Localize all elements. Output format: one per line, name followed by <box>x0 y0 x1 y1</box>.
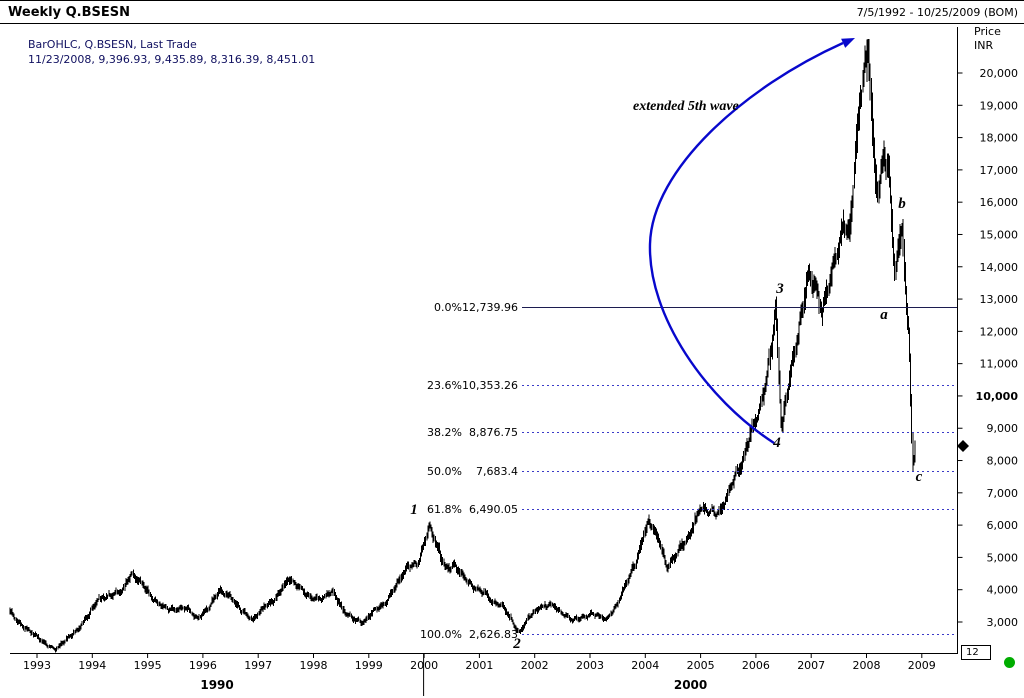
y-tick-label: 19,000 <box>980 99 1019 112</box>
wave-label-b: b <box>898 196 906 212</box>
y-axis-title-currency: INR <box>974 39 994 52</box>
fib-pct-label: 100.0% <box>420 628 462 641</box>
x-tick-label: 1999 <box>355 659 383 672</box>
x-tick-label: 2002 <box>521 659 549 672</box>
wave-arrow-head <box>841 38 855 48</box>
fib-price-label: 12,739.96 <box>462 301 518 314</box>
x-tick-label: 1996 <box>189 659 217 672</box>
window-title: Weekly Q.BSESN <box>8 5 130 20</box>
y-tick-label: 12,000 <box>980 325 1019 338</box>
y-tick-label: 18,000 <box>980 132 1019 145</box>
y-tick-label: 8,000 <box>987 455 1019 468</box>
x-tick-label: 2005 <box>687 659 715 672</box>
y-axis-title-price: Price <box>974 25 1001 38</box>
fib-pct-label: 50.0% <box>427 465 462 478</box>
x-tick-label: 2004 <box>631 659 659 672</box>
y-tick-label: 4,000 <box>987 584 1019 597</box>
chart-legend: BarOHLC, Q.BSESN, Last Trade 11/23/2008,… <box>28 37 315 67</box>
wave-label-2: 2 <box>512 636 521 652</box>
legend-ohlc-values: 11/23/2008, 9,396.93, 9,435.89, 8,316.39… <box>28 53 316 66</box>
y-tick-label: 7,000 <box>987 487 1019 500</box>
fib-price-label: 8,876.75 <box>469 426 518 439</box>
y-tick-label: 17,000 <box>980 164 1019 177</box>
fib-pct-label: 38.2% <box>427 426 462 439</box>
x-tick-label: 2007 <box>797 659 825 672</box>
x-tick-label: 1998 <box>300 659 328 672</box>
decade-label: 2000 <box>674 678 707 692</box>
x-tick-label: 2008 <box>853 659 881 672</box>
fib-pct-label: 61.8% <box>427 503 462 516</box>
wave-label-c: c <box>916 469 923 485</box>
y-tick-label: 14,000 <box>980 261 1019 274</box>
annotation-extended-5th-wave: extended 5th wave <box>633 99 739 114</box>
x-tick-label: 1997 <box>244 659 272 672</box>
x-tick-label: 1993 <box>23 659 51 672</box>
x-tick-label: 2006 <box>742 659 770 672</box>
wave-label-4: 4 <box>772 435 781 451</box>
fib-price-label: 7,683.4 <box>476 465 518 478</box>
status-indicator-dot <box>1004 657 1015 668</box>
x-tick-label: 2009 <box>908 659 936 672</box>
y-tick-label: 11,000 <box>980 358 1019 371</box>
y-tick-label: 13,000 <box>980 293 1019 306</box>
y-tick-label: 10,000 <box>976 390 1019 403</box>
y-tick-label: 20,000 <box>980 67 1019 80</box>
wave-label-1: 1 <box>410 502 418 518</box>
wave-label-3: 3 <box>775 281 784 297</box>
y-tick-label: 9,000 <box>987 422 1019 435</box>
legend-series-line: BarOHLC, Q.BSESN, Last Trade <box>28 38 197 51</box>
y-tick-label: 3,000 <box>987 616 1019 629</box>
date-range-label: 7/5/1992 - 10/25/2009 (BOM) <box>856 6 1018 19</box>
y-tick-label: 16,000 <box>980 196 1019 209</box>
fib-price-label: 2,626.83 <box>469 628 518 641</box>
ohlc-price-bars <box>9 39 916 653</box>
x-tick-label: 1995 <box>134 659 162 672</box>
scroll-page-box[interactable]: 12 <box>961 645 991 660</box>
decade-label: 1990 <box>200 678 233 692</box>
x-tick-label: 2001 <box>465 659 493 672</box>
fib-pct-label: 0.0% <box>434 301 462 314</box>
wave-arrow <box>648 41 844 445</box>
x-tick-label: 1994 <box>78 659 106 672</box>
fib-price-label: 10,353.26 <box>462 379 518 392</box>
y-tick-label: 5,000 <box>987 551 1019 564</box>
x-tick-label: 2003 <box>576 659 604 672</box>
title-separator <box>0 23 1024 24</box>
wave-label-a: a <box>880 307 888 323</box>
y-tick-label: 15,000 <box>980 228 1019 241</box>
fib-price-label: 6,490.05 <box>469 503 518 516</box>
fib-pct-label: 23.6% <box>427 379 462 392</box>
y-tick-label: 6,000 <box>987 519 1019 532</box>
last-price-marker <box>957 440 969 452</box>
